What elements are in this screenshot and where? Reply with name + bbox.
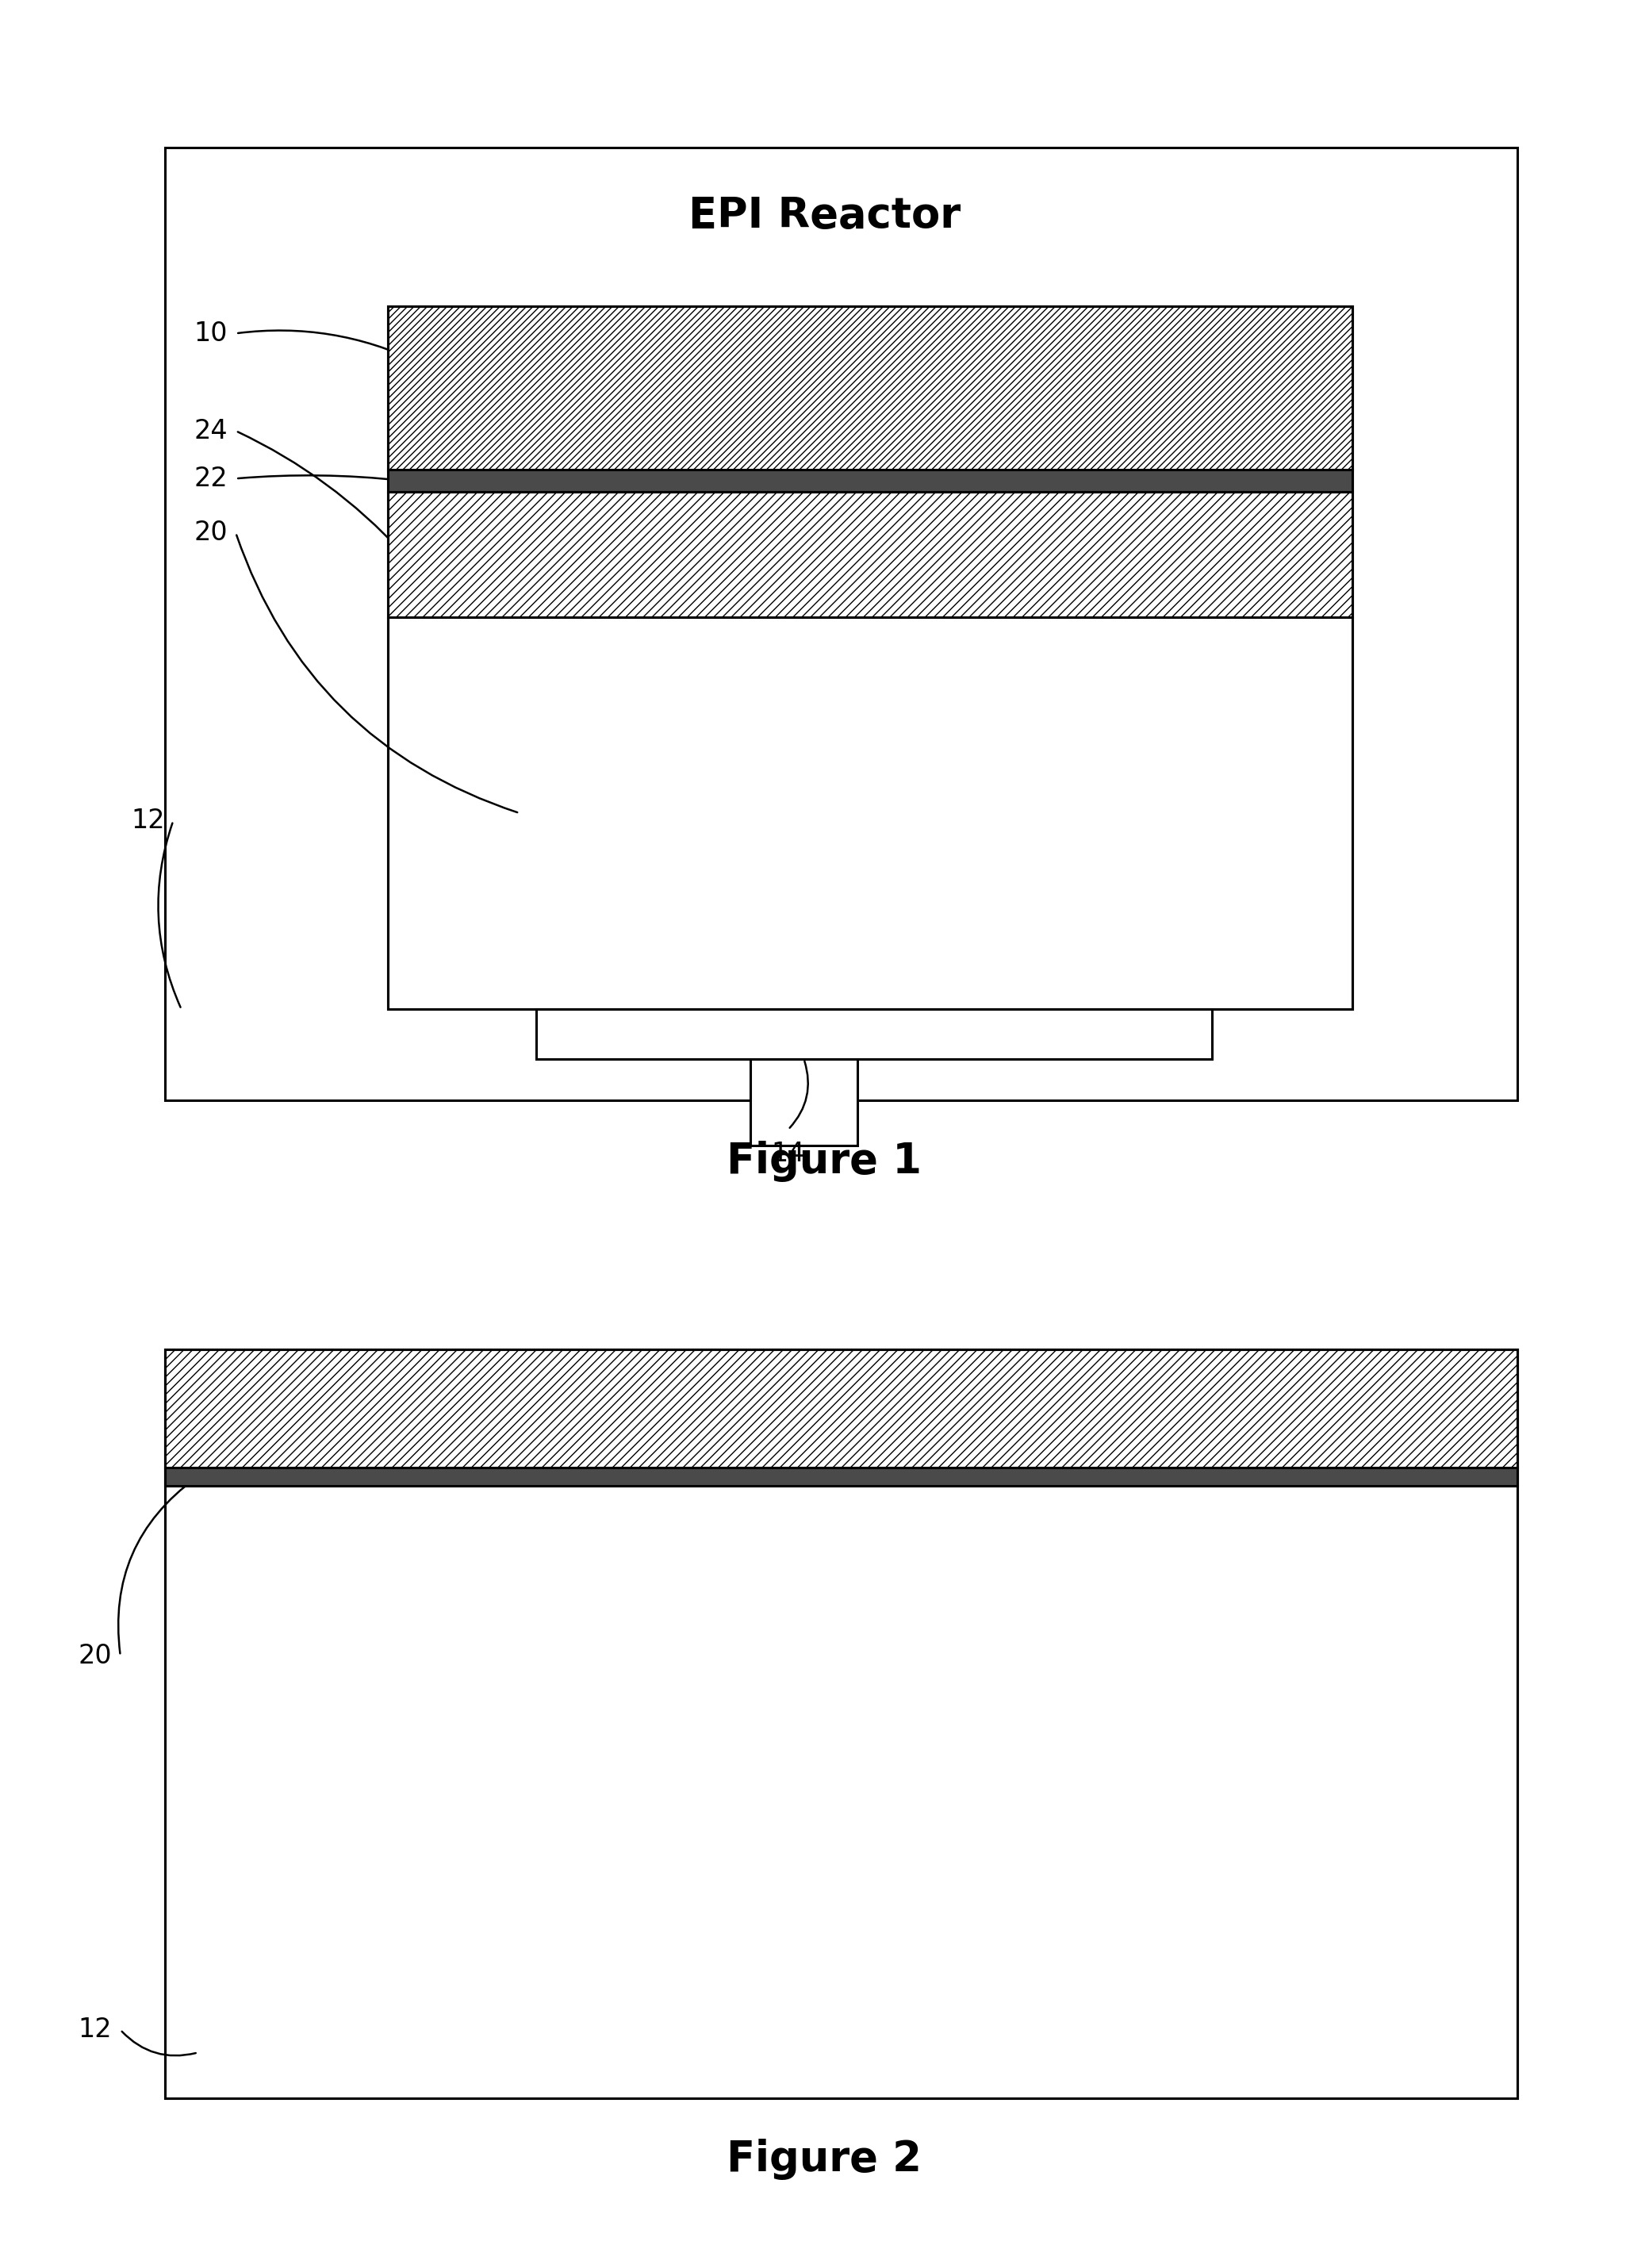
Bar: [165, 1467, 1517, 1486]
Text: Figure 1: Figure 1: [727, 1141, 922, 1182]
Text: 24: 24: [193, 417, 228, 445]
Text: 12: 12: [130, 807, 165, 835]
Bar: [165, 1349, 1517, 1467]
Bar: [388, 469, 1352, 492]
Text: 12: 12: [78, 2016, 112, 2043]
Text: 20: 20: [78, 1642, 112, 1669]
Bar: [536, 1009, 1212, 1059]
Text: 22: 22: [193, 465, 228, 492]
Text: 10: 10: [195, 320, 228, 347]
Bar: [388, 306, 1352, 1009]
Bar: [388, 492, 1352, 617]
Text: EPI Reactor: EPI Reactor: [688, 195, 961, 236]
Bar: [165, 1349, 1517, 2098]
Text: 14: 14: [772, 1141, 805, 1168]
Bar: [388, 306, 1352, 469]
Bar: [750, 1059, 857, 1145]
Bar: [165, 147, 1517, 1100]
Bar: [165, 1349, 1517, 2098]
Text: 20: 20: [193, 519, 228, 547]
Bar: [388, 617, 1352, 1009]
Text: Figure 2: Figure 2: [727, 2139, 922, 2180]
